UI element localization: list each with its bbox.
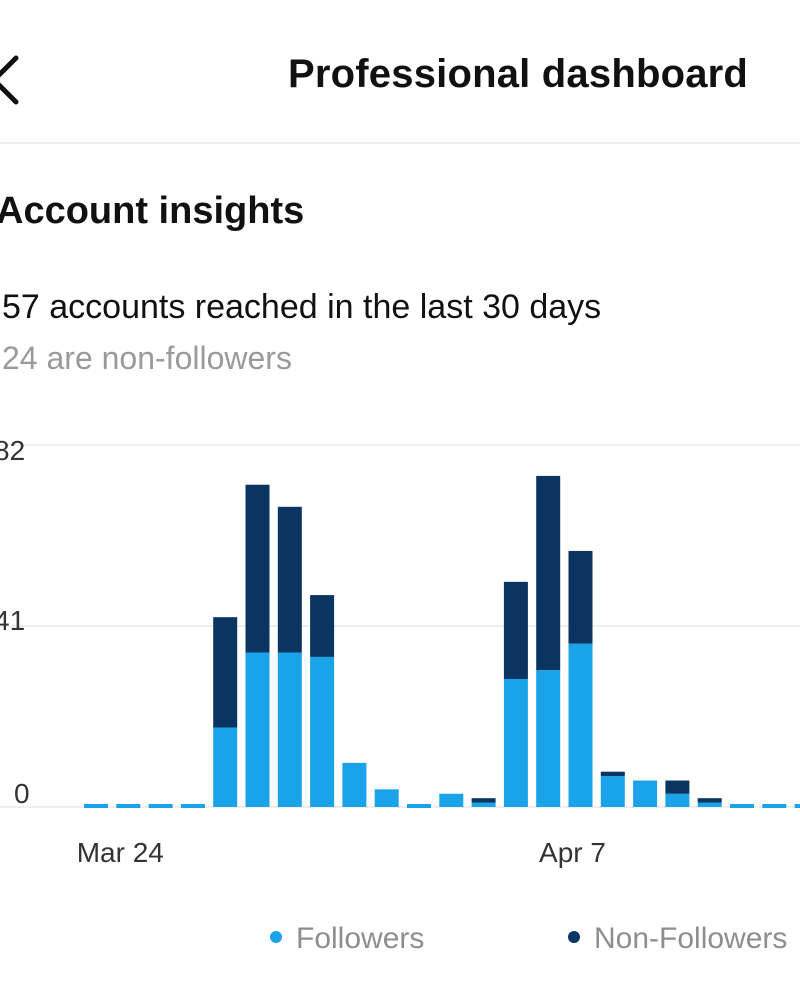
- bar-followers: [471, 802, 496, 807]
- bar-non-followers: [665, 780, 690, 794]
- bar-followers: [374, 789, 399, 807]
- bar-non-followers: [245, 484, 270, 653]
- bar-followers: [600, 776, 625, 807]
- y-tick-label: 41: [0, 605, 25, 636]
- bar-empty: [180, 804, 205, 808]
- bar-non-followers: [600, 771, 625, 777]
- bar-empty: [730, 804, 754, 808]
- bar-empty: [148, 804, 173, 808]
- bar-followers: [697, 802, 722, 807]
- bar-non-followers: [536, 475, 561, 671]
- bar-empty: [794, 804, 800, 808]
- y-tick-label: 0: [14, 778, 30, 809]
- non-followers-summary: 24 are non-followers: [2, 340, 292, 376]
- page-title: Professional dashboard: [288, 52, 749, 96]
- chevron-left-icon[interactable]: [0, 52, 26, 108]
- bar-followers: [245, 652, 270, 807]
- bar-followers: [503, 678, 528, 807]
- bar-followers: [310, 656, 335, 807]
- legend-label: Non-Followers: [594, 922, 787, 955]
- legend-label: Followers: [296, 922, 424, 955]
- x-tick-label: Mar 24: [77, 837, 164, 868]
- bar-followers: [277, 652, 302, 807]
- bar-empty: [116, 804, 141, 808]
- bar-followers: [213, 727, 238, 807]
- top-bar: Professional dashboard: [0, 0, 800, 144]
- bar-non-followers: [568, 550, 593, 644]
- bar-followers: [633, 780, 658, 807]
- bar-empty: [762, 804, 787, 808]
- bar-followers: [342, 762, 367, 807]
- bar-followers: [665, 793, 690, 807]
- x-tick-label: Apr 7: [539, 837, 606, 868]
- accounts-reached-chart: 82 41 0 Mar 24 Apr 7 Followers Non-Followers: [0, 435, 800, 955]
- bar-followers: [439, 793, 464, 807]
- bar-non-followers: [503, 581, 528, 679]
- y-tick-label: 82: [0, 435, 25, 466]
- bar-followers: [536, 670, 561, 807]
- legend-dot: [568, 931, 580, 943]
- bar-non-followers: [277, 506, 302, 653]
- bar-followers: [568, 643, 593, 807]
- section-title: Account insights: [0, 190, 305, 232]
- bar-non-followers: [213, 617, 238, 728]
- accounts-reached-summary: 57 accounts reached in the last 30 days: [2, 288, 602, 326]
- bar-non-followers: [310, 595, 335, 657]
- legend-dot: [270, 931, 282, 943]
- bar-empty: [84, 804, 108, 808]
- bar-empty: [407, 804, 431, 808]
- bar-non-followers: [471, 798, 496, 803]
- bar-non-followers: [697, 798, 722, 803]
